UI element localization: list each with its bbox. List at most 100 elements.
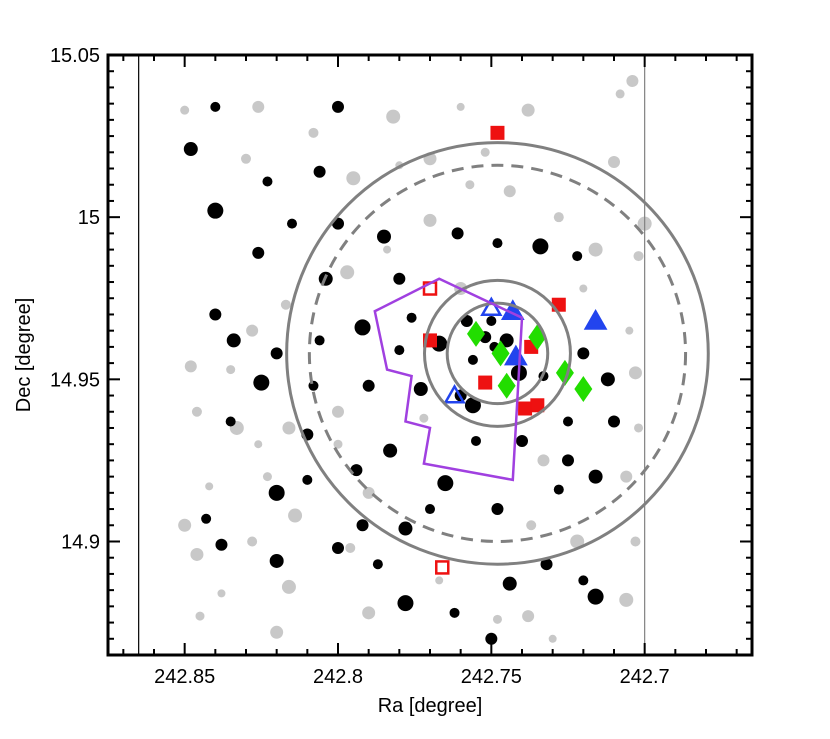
- gray-point: [465, 180, 475, 190]
- black-point: [372, 559, 383, 570]
- gray-point: [633, 251, 644, 262]
- gray-point: [362, 606, 376, 620]
- field-footprint: [373, 277, 524, 482]
- black-point: [287, 218, 297, 229]
- gray-point: [522, 610, 535, 623]
- black-point: [437, 475, 454, 492]
- gray-point: [553, 212, 564, 223]
- gray-point: [419, 413, 429, 423]
- black-point: [209, 308, 222, 321]
- red-filled-square: [518, 401, 533, 416]
- gray-point: [456, 102, 465, 111]
- black-point: [210, 101, 221, 112]
- black-point: [425, 504, 435, 515]
- gray-point: [180, 105, 190, 115]
- black-point: [262, 176, 273, 187]
- black-point: [499, 333, 514, 348]
- black-point: [201, 513, 212, 524]
- black-point: [600, 372, 615, 387]
- gray-point: [521, 103, 535, 117]
- x-axis-title: Ra [degree]: [378, 695, 483, 717]
- x-tick-label: 242.7: [620, 666, 670, 688]
- black-point: [394, 345, 405, 356]
- black-point: [572, 251, 583, 262]
- black-point: [356, 519, 369, 532]
- gray-point: [190, 547, 204, 561]
- gray-point: [503, 185, 516, 198]
- black-point: [268, 484, 285, 501]
- gray-point: [579, 284, 588, 293]
- black-point: [471, 435, 481, 446]
- black-point: [485, 632, 498, 645]
- black-point: [540, 558, 553, 571]
- black-point: [332, 541, 344, 554]
- gray-point: [492, 614, 502, 624]
- blue-filled-triangle: [583, 308, 608, 330]
- gray-point: [526, 520, 537, 531]
- black-point: [393, 272, 406, 285]
- gray-point: [435, 576, 444, 585]
- red-filled-square: [490, 125, 505, 140]
- black-point: [183, 142, 198, 157]
- gray-point: [423, 213, 437, 227]
- black-point: [449, 607, 460, 618]
- gray-point: [588, 242, 603, 257]
- gray-point: [628, 366, 642, 380]
- black-point: [406, 312, 417, 323]
- black-point: [270, 347, 283, 360]
- black-point: [225, 416, 236, 427]
- black-point: [578, 575, 589, 586]
- black-point: [269, 553, 284, 568]
- x-tick-label: 242.85: [154, 666, 215, 688]
- x-tick-label: 242.8: [313, 666, 363, 688]
- black-point: [383, 443, 398, 458]
- gray-point: [570, 534, 585, 549]
- gray-point: [630, 536, 641, 547]
- black-point: [464, 397, 481, 414]
- axis-ticks: 242.85 242.8 242.75 242.7 14.9 14.95 15 15.05: [50, 45, 752, 688]
- black-point: [226, 333, 241, 348]
- gray-point: [205, 482, 214, 491]
- y-tick-label: 15.05: [50, 45, 100, 67]
- gray-point: [288, 508, 303, 523]
- red-filled-square: [530, 398, 545, 413]
- gray-point: [217, 589, 226, 598]
- plot-area: [138, 55, 710, 655]
- gray-point: [254, 440, 263, 449]
- red-filled-square: [478, 375, 493, 390]
- black-point: [492, 238, 503, 249]
- gray-point: [191, 406, 202, 417]
- gray-point: [308, 127, 319, 138]
- gray-point: [634, 423, 644, 433]
- aperture-circle-4: [445, 301, 550, 406]
- black-point: [397, 595, 414, 612]
- black-point: [562, 454, 574, 467]
- plot-frame: [106, 53, 754, 657]
- gray-point: [246, 324, 259, 337]
- black-point: [587, 588, 604, 605]
- black-point: [577, 347, 590, 360]
- y-tick-label: 15: [78, 207, 100, 229]
- gray-point: [537, 454, 550, 467]
- black-point: [302, 474, 313, 485]
- gray-point: [332, 405, 344, 418]
- gray-point: [625, 326, 634, 335]
- gray-point: [178, 518, 192, 532]
- black-point: [314, 335, 325, 346]
- black-point: [413, 382, 428, 397]
- gray-point: [362, 486, 375, 499]
- gray-point: [195, 611, 205, 621]
- red-open-square: [435, 560, 450, 575]
- gray-point: [333, 439, 343, 449]
- gray-point: [281, 579, 296, 594]
- gray-point: [383, 245, 392, 254]
- black-point: [398, 521, 413, 536]
- gray-point: [345, 542, 356, 553]
- black-point: [252, 246, 265, 259]
- green-diamond: [497, 372, 516, 399]
- aperture-circle-1: [285, 141, 710, 566]
- green-diamond: [491, 340, 510, 367]
- black-point: [377, 229, 391, 244]
- y-axis-title: Dec [degree]: [13, 298, 35, 413]
- black-point: [491, 503, 504, 516]
